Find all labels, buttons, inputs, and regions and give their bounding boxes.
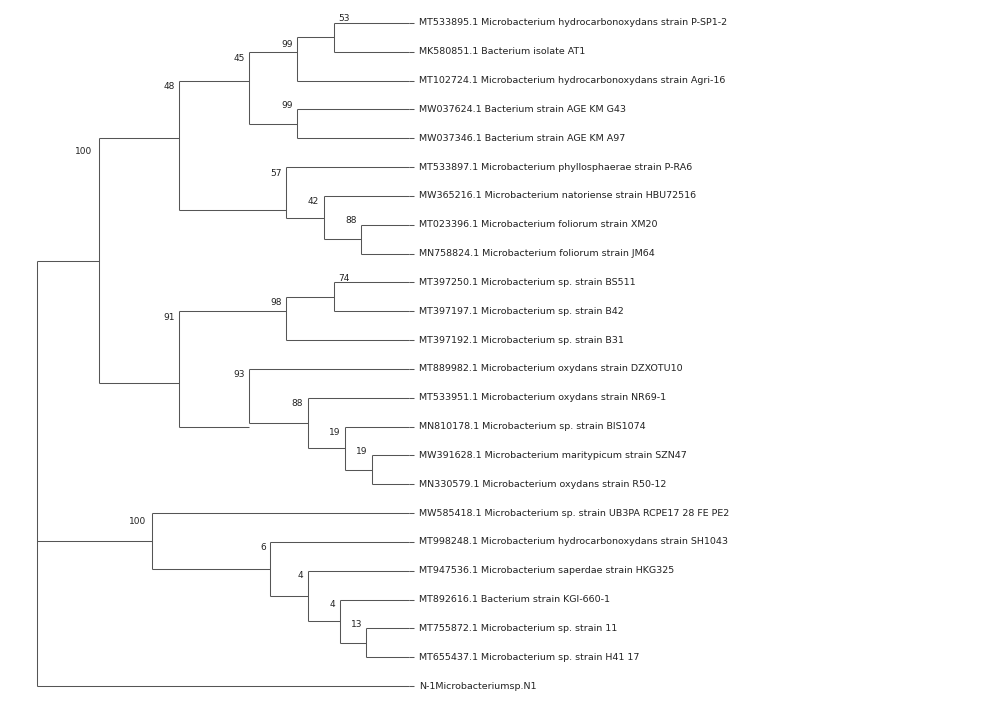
- Text: 42: 42: [308, 197, 319, 206]
- Text: 93: 93: [233, 370, 244, 379]
- Text: MT533895.1 Microbacterium hydrocarbonoxydans strain P-SP1-2: MT533895.1 Microbacterium hydrocarbonoxy…: [419, 18, 727, 28]
- Text: 48: 48: [164, 82, 175, 91]
- Text: MT947536.1 Microbacterium saperdae strain HKG325: MT947536.1 Microbacterium saperdae strai…: [419, 566, 674, 575]
- Text: MT998248.1 Microbacterium hydrocarbonoxydans strain SH1043: MT998248.1 Microbacterium hydrocarbonoxy…: [419, 537, 728, 547]
- Text: 88: 88: [345, 216, 357, 225]
- Text: MW585418.1 Microbacterium sp. strain UB3PA RCPE17 28 FE PE2: MW585418.1 Microbacterium sp. strain UB3…: [419, 508, 729, 518]
- Text: 74: 74: [339, 274, 350, 283]
- Text: 4: 4: [298, 571, 303, 581]
- Text: MN330579.1 Microbacterium oxydans strain R50-12: MN330579.1 Microbacterium oxydans strain…: [419, 480, 666, 489]
- Text: 88: 88: [292, 399, 303, 408]
- Text: MK580851.1 Bacterium isolate AT1: MK580851.1 Bacterium isolate AT1: [419, 48, 585, 56]
- Text: MT397250.1 Microbacterium sp. strain BS511: MT397250.1 Microbacterium sp. strain BS5…: [419, 278, 635, 287]
- Text: MN810178.1 Microbacterium sp. strain BIS1074: MN810178.1 Microbacterium sp. strain BIS…: [419, 422, 645, 431]
- Text: MT533951.1 Microbacterium oxydans strain NR69-1: MT533951.1 Microbacterium oxydans strain…: [419, 393, 666, 402]
- Text: N-1Microbacteriumsp.N1: N-1Microbacteriumsp.N1: [419, 681, 536, 691]
- Text: MT533897.1 Microbacterium phyllosphaerae strain P-RA6: MT533897.1 Microbacterium phyllosphaerae…: [419, 162, 692, 172]
- Text: 19: 19: [329, 428, 341, 437]
- Text: MW037624.1 Bacterium strain AGE KM G43: MW037624.1 Bacterium strain AGE KM G43: [419, 105, 626, 114]
- Text: MT892616.1 Bacterium strain KGI-660-1: MT892616.1 Bacterium strain KGI-660-1: [419, 595, 610, 604]
- Text: MT397197.1 Microbacterium sp. strain B42: MT397197.1 Microbacterium sp. strain B42: [419, 307, 623, 316]
- Text: MT102724.1 Microbacterium hydrocarbonoxydans strain Agri-16: MT102724.1 Microbacterium hydrocarbonoxy…: [419, 76, 725, 85]
- Text: 6: 6: [260, 542, 266, 552]
- Text: 99: 99: [281, 101, 293, 110]
- Text: 57: 57: [270, 169, 282, 178]
- Text: 91: 91: [163, 313, 175, 322]
- Text: MW037346.1 Bacterium strain AGE KM A97: MW037346.1 Bacterium strain AGE KM A97: [419, 134, 625, 143]
- Text: 53: 53: [339, 14, 350, 23]
- Text: MT397192.1 Microbacterium sp. strain B31: MT397192.1 Microbacterium sp. strain B31: [419, 335, 624, 345]
- Text: 45: 45: [233, 54, 244, 62]
- Text: MT889982.1 Microbacterium oxydans strain DZXOTU10: MT889982.1 Microbacterium oxydans strain…: [419, 364, 682, 374]
- Text: 100: 100: [75, 147, 93, 156]
- Text: 99: 99: [281, 40, 293, 49]
- Text: MW391628.1 Microbacterium maritypicum strain SZN47: MW391628.1 Microbacterium maritypicum st…: [419, 451, 686, 460]
- Text: MW365216.1 Microbacterium natoriense strain HBU72516: MW365216.1 Microbacterium natoriense str…: [419, 191, 696, 201]
- Text: 19: 19: [356, 447, 367, 456]
- Text: MT755872.1 Microbacterium sp. strain 11: MT755872.1 Microbacterium sp. strain 11: [419, 624, 617, 633]
- Text: MN758824.1 Microbacterium foliorum strain JM64: MN758824.1 Microbacterium foliorum strai…: [419, 249, 654, 258]
- Text: MT023396.1 Microbacterium foliorum strain XM20: MT023396.1 Microbacterium foliorum strai…: [419, 220, 657, 229]
- Text: 98: 98: [270, 298, 282, 307]
- Text: 100: 100: [129, 517, 146, 526]
- Text: MT655437.1 Microbacterium sp. strain H41 17: MT655437.1 Microbacterium sp. strain H41…: [419, 653, 639, 661]
- Text: 4: 4: [330, 601, 335, 609]
- Text: 13: 13: [351, 620, 362, 629]
